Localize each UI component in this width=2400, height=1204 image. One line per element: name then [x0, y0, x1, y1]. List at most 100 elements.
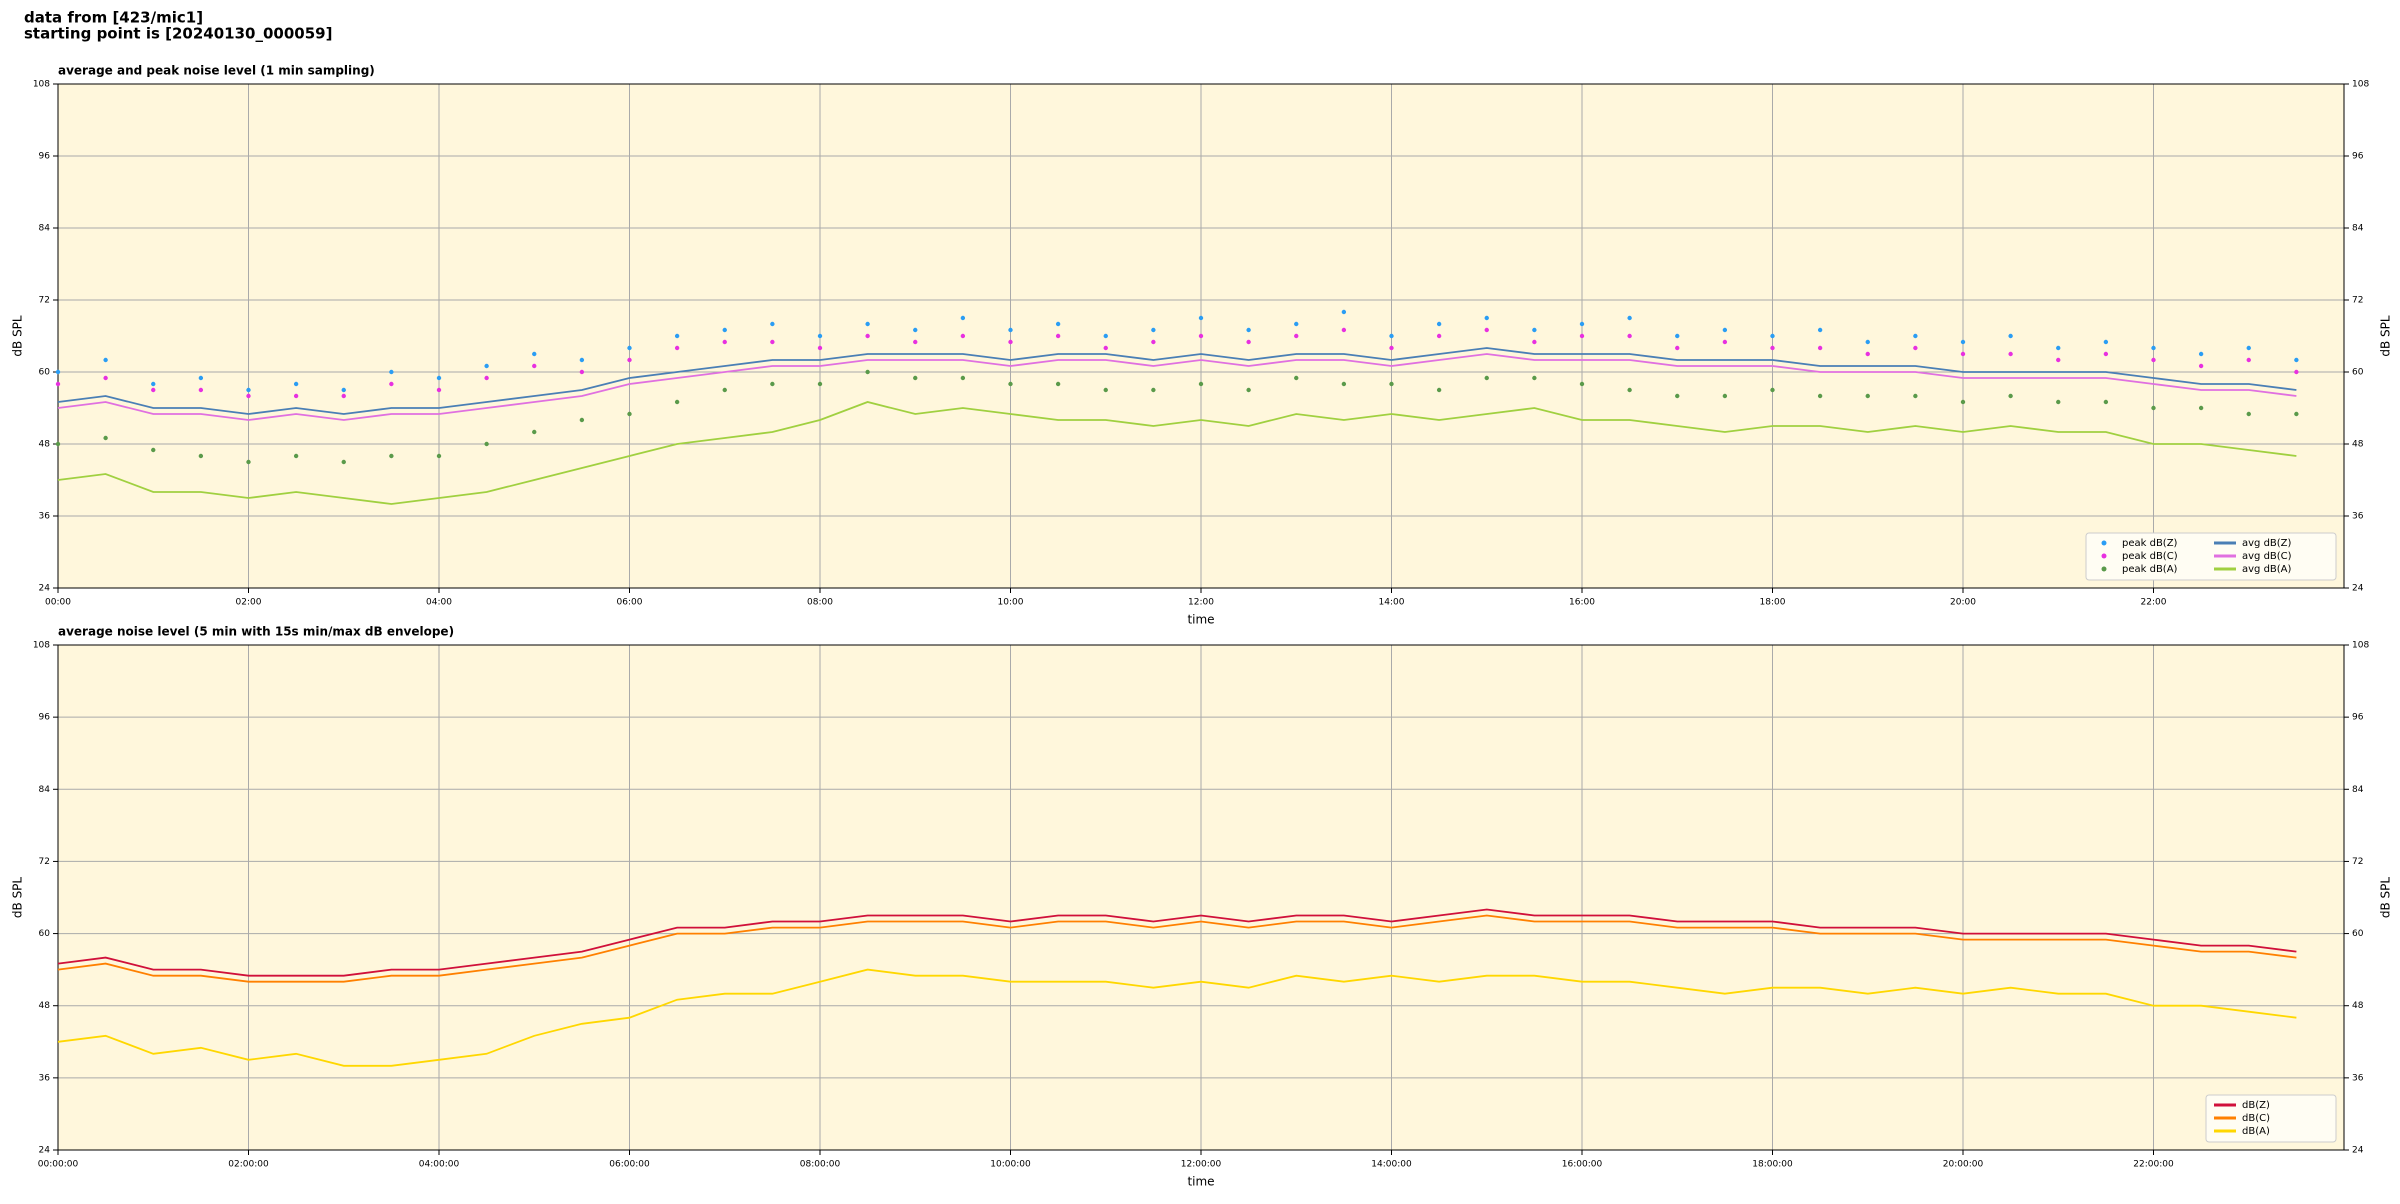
y-tick-label: 60 — [39, 368, 51, 378]
peak-point — [2103, 339, 2109, 345]
x-tick-label: 10:00:00 — [990, 1160, 1031, 1170]
peak-point — [1532, 339, 1537, 345]
series-line — [57, 401, 2297, 505]
x-tick-label: 00:00 — [45, 598, 71, 608]
peak-point — [2294, 411, 2299, 417]
x-tick-label: 02:00:00 — [228, 1160, 269, 1170]
peak-point — [246, 459, 251, 465]
series-line — [57, 347, 2297, 415]
peak-point — [770, 381, 775, 387]
peak-point — [2294, 369, 2299, 375]
y-tick-label: 96 — [39, 152, 51, 162]
peak-point — [1865, 339, 1870, 345]
legend-marker — [2101, 553, 2107, 559]
peak-point — [1246, 327, 1251, 333]
peak-point — [484, 375, 489, 381]
x-tick-label: 04:00:00 — [419, 1160, 460, 1170]
peak-point — [1484, 375, 1489, 381]
x-tick-label: 22:00 — [2141, 598, 2167, 608]
peak-point — [103, 357, 108, 363]
peak-point — [627, 345, 632, 351]
peak-point — [1436, 321, 1442, 327]
peak-point — [1103, 333, 1108, 339]
peak-point — [103, 375, 108, 381]
x-tick-label: 22:00:00 — [2133, 1160, 2174, 1170]
peak-point — [2103, 399, 2109, 405]
peak-point — [960, 315, 966, 321]
peak-point — [1008, 327, 1013, 333]
peak-point — [1627, 315, 1632, 321]
peak-point — [389, 369, 394, 375]
peak-point — [722, 387, 727, 393]
peak-point — [293, 393, 299, 399]
peak-point — [1055, 333, 1061, 339]
y-tick-label: 24 — [2352, 1146, 2364, 1156]
peak-point — [2056, 345, 2061, 351]
peak-point — [436, 387, 442, 393]
peak-point — [770, 339, 775, 345]
legend-label: dB(A) — [2242, 1126, 2270, 1137]
x-tick-label: 08:00 — [807, 598, 833, 608]
peak-point — [2056, 399, 2061, 405]
peak-point — [2246, 345, 2251, 351]
peak-point — [1294, 375, 1299, 381]
y-tick-label: 96 — [39, 713, 51, 723]
peak-point — [627, 411, 632, 417]
peak-point — [293, 453, 299, 459]
x-tick-label: 04:00 — [426, 598, 452, 608]
peak-point — [2103, 351, 2109, 357]
peak-point — [1103, 387, 1108, 393]
peak-point — [579, 357, 585, 363]
x-tick-label: 16:00:00 — [1562, 1160, 1603, 1170]
x-tick-label: 14:00 — [1379, 598, 1405, 608]
peak-point — [389, 453, 394, 459]
peak-point — [1627, 387, 1632, 393]
plot-frame — [57, 644, 2345, 1151]
y-tick-label: 72 — [2352, 296, 2363, 306]
legend-label: peak dB(A) — [2122, 564, 2178, 575]
y-tick-label: 24 — [39, 1146, 51, 1156]
peak-point — [2198, 405, 2204, 411]
peak-point — [1436, 333, 1442, 339]
series-line — [57, 914, 2297, 983]
x-tick-label: 12:00 — [1188, 598, 1214, 608]
peak-point — [913, 375, 918, 381]
peak-point — [1484, 315, 1489, 321]
y-tick-label: 36 — [2352, 1073, 2364, 1083]
y-tick-label: 108 — [33, 641, 50, 651]
peak-point — [1532, 327, 1537, 333]
peak-point — [1675, 393, 1680, 399]
peak-point — [341, 387, 346, 393]
y-tick-label: 36 — [39, 512, 51, 522]
peak-point — [484, 363, 489, 369]
y-tick-label: 36 — [39, 1073, 51, 1083]
peak-point — [1246, 339, 1251, 345]
x-tick-label: 06:00 — [617, 598, 643, 608]
legend-label: peak dB(Z) — [2122, 538, 2178, 549]
peak-point — [865, 321, 870, 327]
x-tick-label: 12:00:00 — [1181, 1160, 1222, 1170]
legend-label: dB(Z) — [2242, 1100, 2270, 1111]
peak-point — [151, 381, 156, 387]
peak-point — [1055, 321, 1061, 327]
peak-point — [817, 381, 823, 387]
y-tick-label: 60 — [2352, 368, 2364, 378]
y-axis-label: dB SPL — [11, 877, 25, 919]
y-tick-label: 108 — [2352, 641, 2369, 651]
header-line: data from [423/mic1] — [24, 9, 203, 27]
peak-point — [579, 417, 585, 423]
x-axis-label: time — [1187, 613, 1214, 627]
peak-point — [1817, 327, 1823, 333]
peak-point — [2198, 363, 2204, 369]
peak-point — [865, 369, 870, 375]
peak-point — [1770, 345, 1775, 351]
legend-label: avg dB(C) — [2242, 551, 2292, 562]
peak-point — [55, 369, 61, 375]
x-tick-label: 14:00:00 — [1371, 1160, 1412, 1170]
peak-point — [1389, 333, 1394, 339]
y-tick-label: 48 — [2352, 440, 2364, 450]
peak-point — [436, 375, 442, 381]
peak-point — [674, 399, 680, 405]
peak-point — [341, 459, 346, 465]
